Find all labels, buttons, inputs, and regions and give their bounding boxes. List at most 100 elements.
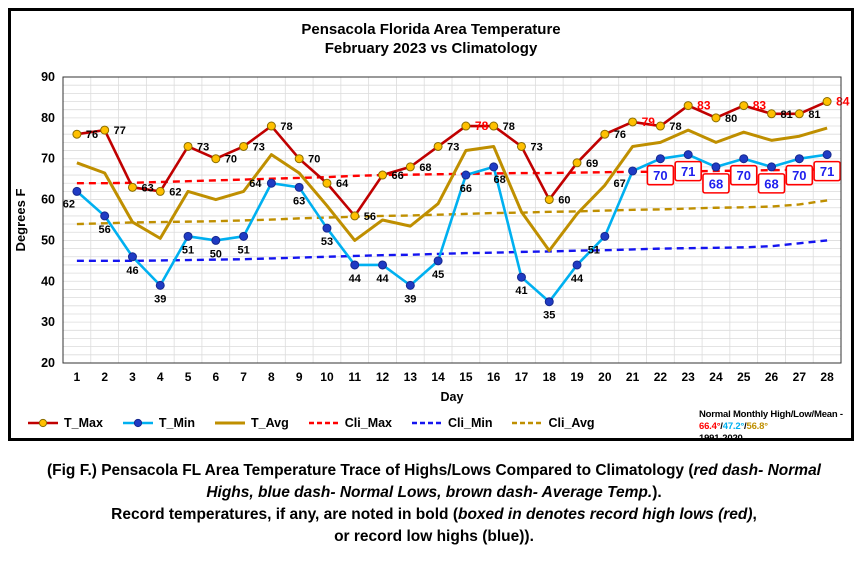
note-segment: 66.4° <box>699 421 721 432</box>
T_Max-point-day-15 <box>461 121 471 131</box>
legend-label-T_Max: T_Max <box>64 416 103 430</box>
tmin-label-day-3: 46 <box>126 265 138 277</box>
tmax-label-day-22: 78 <box>669 121 681 133</box>
tmin-label-day-16: 68 <box>494 174 506 186</box>
y-axis-title: Degrees F <box>13 189 28 252</box>
x-axis-title: Day <box>441 390 464 404</box>
T_Max-point-day-10 <box>322 178 332 188</box>
T_Min-point-day-3 <box>127 252 137 262</box>
T_Max-point-day-17 <box>516 141 526 151</box>
chart-title-line1: Pensacola Florida Area Temperature <box>301 21 561 38</box>
y-tick-30: 30 <box>41 315 55 329</box>
y-tick-90: 90 <box>41 70 55 84</box>
legend-swatch-Cli_Max <box>308 421 339 425</box>
series-T_Max <box>72 97 832 221</box>
T_Min-point-day-26 <box>767 162 777 172</box>
record-high-low-box-day-23 <box>674 160 702 182</box>
chart-legend: T_Max T_Min T_Avg Cli_Max Cli_Min Cli_Avg <box>27 411 595 435</box>
T_Min-point-day-25 <box>739 154 749 164</box>
T_Min-point-day-11 <box>350 260 360 270</box>
T_Max-point-day-25 <box>739 101 749 111</box>
tmin-data-labels: 62 56 46 39 51 50 51 64 63 53 44 44 39 45 66 68 41 35 44 51… <box>63 160 841 322</box>
T_Max-point-day-16 <box>489 121 499 131</box>
x-tick-10: 10 <box>320 370 334 384</box>
record-high-low-value-day-25: 70 <box>737 168 751 183</box>
x-tick-9: 9 <box>296 370 303 384</box>
x-tick-21: 21 <box>626 370 640 384</box>
T_Max-point-day-2 <box>100 125 110 135</box>
T_Min-point-day-28 <box>822 150 832 160</box>
y-tick-80: 80 <box>41 111 55 125</box>
T_Max-point-day-4 <box>155 186 165 196</box>
x-tick-20: 20 <box>598 370 612 384</box>
T_Max-point-day-27 <box>794 109 804 119</box>
x-tick-19: 19 <box>570 370 584 384</box>
x-tick-18: 18 <box>543 370 557 384</box>
tmax-label-day-6: 70 <box>225 154 237 166</box>
note-segment: Normal Monthly High/Low/Mean - <box>699 409 843 420</box>
T_Max-point-day-3 <box>127 182 137 192</box>
tmax-label-day-3: 63 <box>141 182 153 194</box>
note-segment: 47.2° <box>722 421 745 432</box>
record-high-low-value-day-28: 71 <box>820 164 834 179</box>
T_Min-point-day-1 <box>72 186 82 196</box>
T_Min-point-day-13 <box>405 280 415 290</box>
T_Min-point-day-10 <box>322 223 332 233</box>
tmin-label-day-13: 39 <box>404 293 416 305</box>
caption-segment: , <box>752 506 757 523</box>
climatology-normals-note: Normal Monthly High/Low/Mean - 66.4°/47.… <box>699 409 849 445</box>
record-high-label-day-23: 83 <box>697 99 711 113</box>
record-high-low-box-day-24 <box>702 173 730 194</box>
x-tick-6: 6 <box>212 370 219 384</box>
T_Min-point-day-8 <box>266 178 276 188</box>
x-tick-5: 5 <box>185 370 192 384</box>
tmax-data-labels: 76 77 63 62 73 70 73 78 70 64 56 66 68 73 78 78 73 60 69 76… <box>86 95 850 223</box>
legend-item-T_Avg: T_Avg <box>214 416 289 430</box>
T_Min-point-day-22 <box>655 154 665 164</box>
T_Max-point-day-7 <box>239 141 249 151</box>
T_Min-point-day-19 <box>572 260 582 270</box>
caption-line-1: (Fig F.) Pensacola FL Area Temperature T… <box>0 460 868 482</box>
T_Max-point-day-26 <box>767 109 777 119</box>
T_Min-point-day-5 <box>183 231 193 241</box>
chart-frame: Pensacola Florida Area Temperature Febru… <box>8 8 854 444</box>
T_Min-point-day-17 <box>516 272 526 282</box>
tmax-label-day-14: 73 <box>447 141 459 153</box>
note-segment: / <box>720 421 723 432</box>
x-tick-28: 28 <box>820 370 834 384</box>
tmax-label-day-2: 77 <box>114 125 126 137</box>
note-segment: 56.8° <box>746 421 768 432</box>
x-tick-14: 14 <box>431 370 445 384</box>
tmax-label-day-9: 70 <box>308 154 320 166</box>
T_Max-point-day-22 <box>655 121 665 131</box>
x-tick-16: 16 <box>487 370 501 384</box>
T_Max-point-day-24 <box>711 113 721 123</box>
legend-item-Cli_Avg: Cli_Avg <box>511 416 595 430</box>
T_Max-point-day-14 <box>433 141 443 151</box>
tmax-label-day-8: 78 <box>280 121 292 133</box>
T_Min-point-day-14 <box>433 256 443 266</box>
record-high-low-value-day-22: 70 <box>653 168 667 183</box>
T_Max-point-day-8 <box>266 121 276 131</box>
record-high-low-box-day-27 <box>785 164 814 186</box>
T_Max-point-day-21 <box>628 117 638 127</box>
record-high-low-box-day-28 <box>813 160 841 182</box>
tmax-label-day-5: 73 <box>197 141 209 153</box>
T_Min-point-day-16 <box>489 162 499 172</box>
T_Max-point-day-23 <box>683 101 693 111</box>
series-T_Avg <box>76 126 828 253</box>
tmin-label-day-5: 51 <box>182 244 194 256</box>
T_Min-point-day-7 <box>239 231 249 241</box>
T_Min-point-day-18 <box>544 297 554 307</box>
tmin-label-day-4: 39 <box>154 293 166 305</box>
y-tick-70: 70 <box>41 152 55 166</box>
tmax-label-day-26: 81 <box>781 109 793 121</box>
tmin-label-day-2: 56 <box>99 224 111 236</box>
record-high-label-day-25: 83 <box>753 99 767 113</box>
x-tick-2: 2 <box>101 370 108 384</box>
x-tick-3: 3 <box>129 370 136 384</box>
T_Min-point-day-20 <box>600 231 610 241</box>
tmax-label-day-13: 68 <box>419 162 431 174</box>
